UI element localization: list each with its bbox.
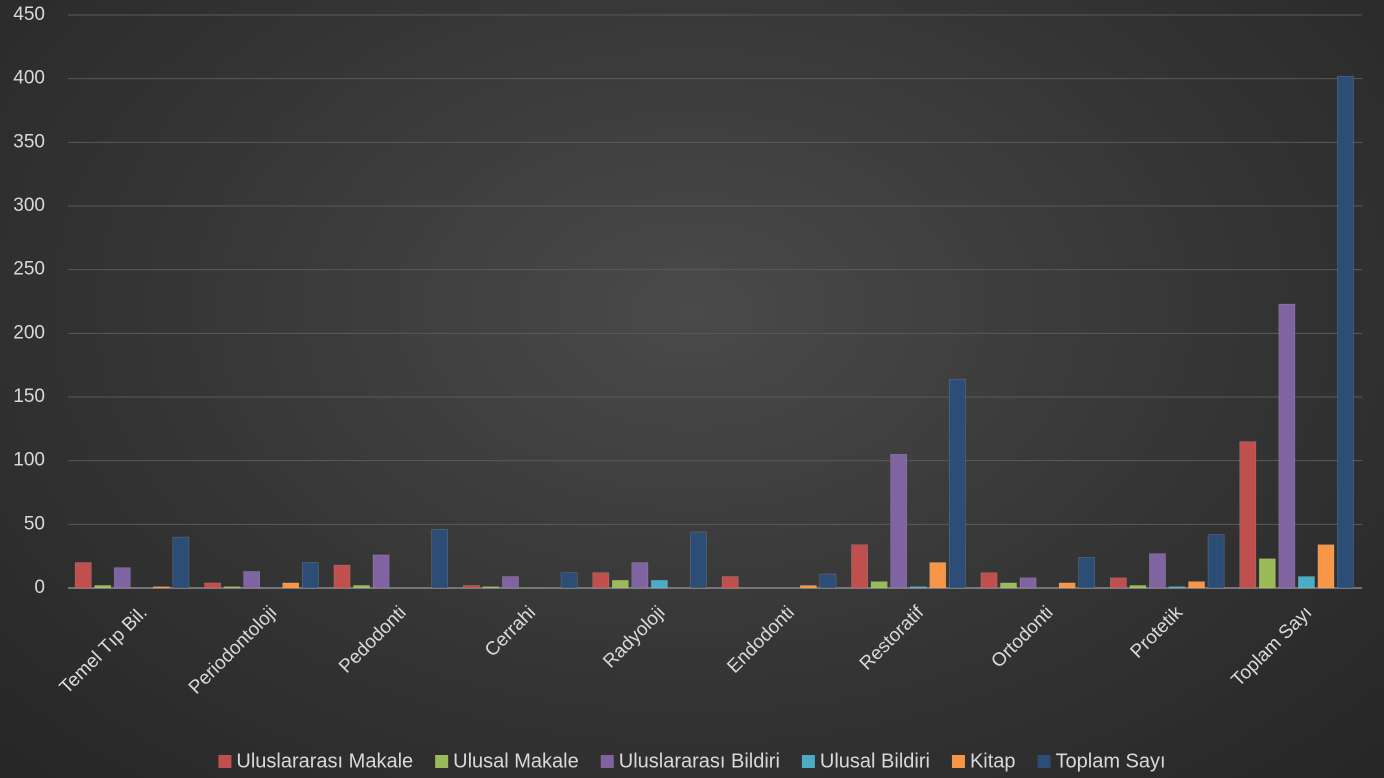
bar — [502, 576, 519, 589]
bar — [1259, 558, 1276, 589]
bar — [301, 562, 319, 589]
x-tick-label: Radyoloji — [599, 602, 669, 672]
bar — [560, 572, 578, 589]
x-tick-label: Ortodonti — [987, 602, 1057, 672]
bar — [651, 580, 668, 589]
legend-swatch — [218, 755, 232, 768]
bar — [612, 580, 629, 589]
bar — [851, 544, 868, 589]
bar — [94, 585, 112, 589]
bar — [819, 573, 837, 589]
bar — [721, 576, 739, 589]
bar — [631, 562, 649, 589]
x-tick-label: Pedodonti — [335, 602, 410, 677]
bar — [1278, 303, 1296, 589]
bar — [929, 562, 947, 589]
bar — [223, 586, 241, 589]
y-tick-label: 100 — [13, 450, 45, 471]
y-tick-label: 300 — [13, 195, 45, 216]
legend-label: Uluslararası Makale — [236, 750, 413, 772]
bar — [1239, 441, 1257, 589]
bar — [333, 564, 351, 589]
legend-label: Kitap — [970, 750, 1016, 772]
y-tick-label: 200 — [13, 322, 45, 343]
bar — [172, 536, 190, 589]
bar — [1207, 534, 1225, 589]
y-tick-label: 400 — [13, 68, 45, 89]
legend-swatch — [801, 755, 815, 768]
x-tick-label: Temel Tıp Bil. — [56, 602, 152, 698]
bar — [690, 531, 707, 589]
legend-swatch — [600, 755, 614, 768]
bar — [431, 529, 449, 589]
bar — [1019, 577, 1037, 589]
bar — [948, 378, 966, 589]
bar — [1058, 582, 1076, 589]
y-tick-label: 250 — [13, 259, 45, 280]
x-tick-label: Cerrahi — [481, 602, 540, 661]
y-tick-label: 450 — [13, 4, 45, 25]
bar — [74, 562, 92, 589]
bar — [909, 586, 927, 589]
x-tick-label: Periodontoloji — [185, 602, 281, 698]
bar — [153, 586, 170, 589]
bar — [1149, 553, 1166, 589]
bar — [592, 572, 610, 589]
bar — [1337, 75, 1354, 589]
legend-label: Ulusal Makale — [453, 750, 579, 772]
bar — [282, 582, 300, 589]
y-tick-label: 150 — [13, 386, 45, 407]
bar — [870, 581, 888, 589]
x-tick-label: Protetik — [1127, 602, 1188, 663]
bar — [1129, 585, 1147, 589]
bar — [113, 567, 131, 589]
bar — [204, 582, 221, 589]
bar — [1317, 544, 1335, 589]
legend-swatch — [951, 755, 965, 768]
legend-label: Toplam Sayı — [1056, 750, 1166, 772]
legend-swatch — [1037, 755, 1051, 768]
bar — [1188, 581, 1205, 589]
y-tick-label: 50 — [24, 513, 45, 534]
x-tick-label: Endodonti — [723, 602, 798, 677]
bar — [800, 585, 817, 589]
bar — [1168, 586, 1186, 589]
legend-label: Ulusal Bildiri — [820, 750, 930, 772]
bar — [482, 586, 500, 589]
bar — [980, 572, 998, 589]
y-tick-label: 0 — [34, 577, 45, 598]
bar — [1110, 577, 1127, 589]
bar — [1000, 582, 1017, 589]
legend-label: Uluslararası Bildiri — [619, 750, 780, 772]
legend-swatch — [435, 755, 449, 768]
x-tick-label: Restoratif — [856, 602, 929, 675]
bar — [1078, 557, 1096, 589]
x-tick-label: Toplam Sayı — [1228, 602, 1317, 691]
bar — [463, 585, 480, 589]
bar — [1298, 576, 1315, 589]
bar — [890, 454, 908, 589]
bar — [372, 554, 390, 589]
y-tick-label: 350 — [13, 131, 45, 152]
legend: Uluslararası Makale Ulusal Makale Uluslara… — [218, 750, 1166, 772]
bar — [353, 585, 370, 589]
bar — [243, 571, 261, 589]
